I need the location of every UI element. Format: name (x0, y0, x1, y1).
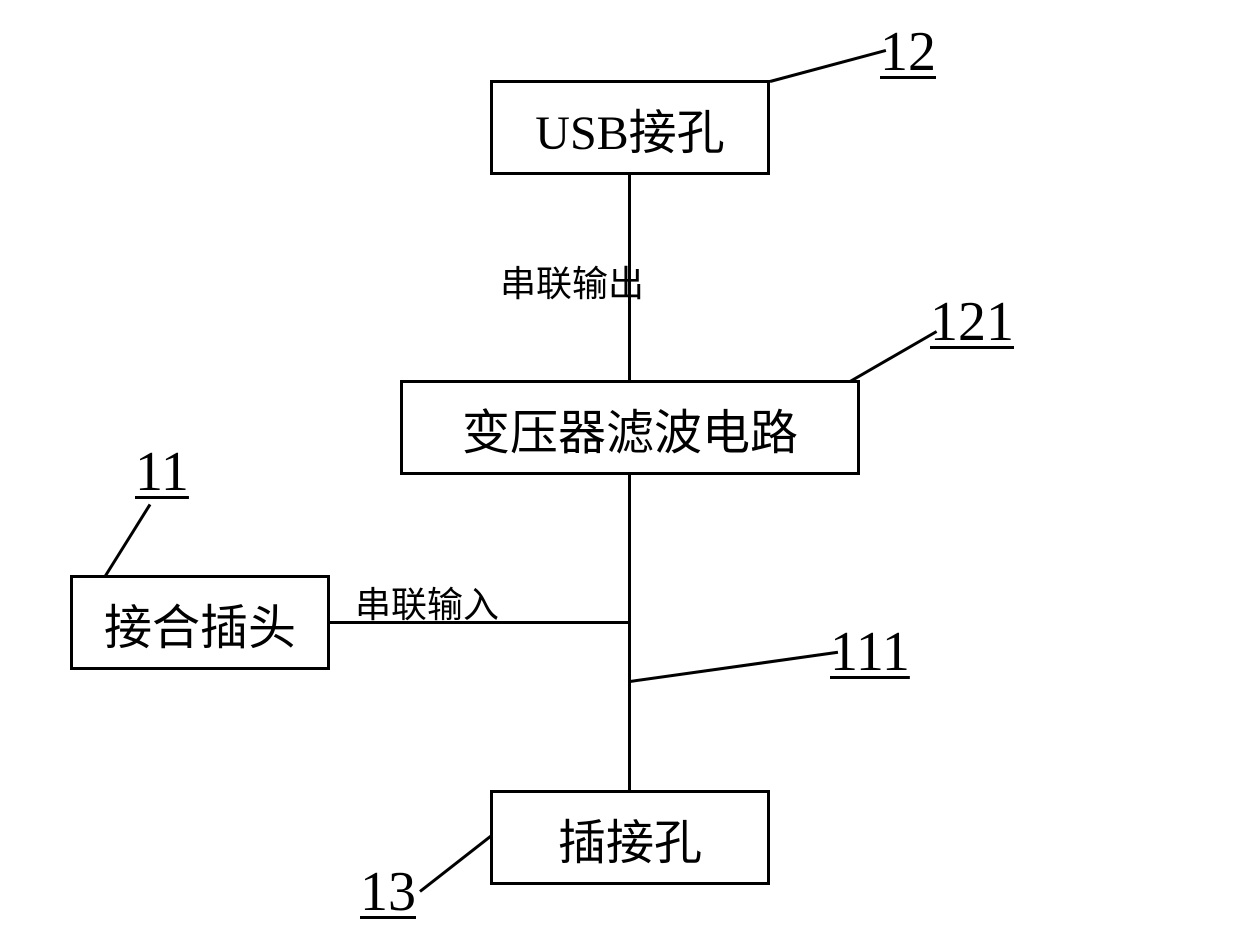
ref-13: 13 (360, 860, 416, 924)
node-connector-plug-label: 接合插头 (104, 588, 296, 658)
edge-filter-to-socket (628, 475, 631, 790)
node-filter-circuit-label: 变压器滤波电路 (462, 393, 798, 463)
ref-111: 111 (830, 620, 910, 684)
leader-13 (419, 835, 492, 893)
edge-usb-to-filter-label: 串联输出 (500, 255, 644, 307)
node-usb-jack-label: USB接孔 (535, 93, 724, 163)
node-filter-circuit: 变压器滤波电路 (400, 380, 860, 475)
leader-111 (630, 651, 838, 683)
node-connector-plug: 接合插头 (70, 575, 330, 670)
leader-121 (849, 330, 937, 383)
node-socket-hole: 插接孔 (490, 790, 770, 885)
edge-plug-to-bus-label: 串联输入 (355, 576, 499, 628)
leader-11 (104, 504, 152, 578)
node-socket-hole-label: 插接孔 (558, 803, 702, 873)
ref-11: 11 (135, 440, 189, 504)
ref-12: 12 (880, 20, 936, 84)
node-usb-jack: USB接孔 (490, 80, 770, 175)
ref-121: 121 (930, 290, 1014, 354)
leader-12 (770, 49, 887, 83)
